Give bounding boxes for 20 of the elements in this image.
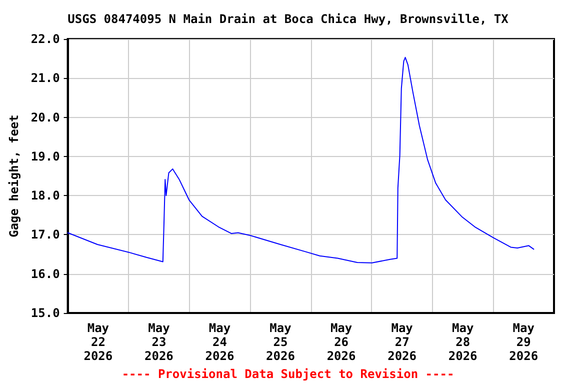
y-tick-label: 19.0	[30, 149, 60, 164]
y-tick-label: 21.0	[30, 71, 60, 86]
x-tick-label: May 27 2026	[388, 321, 417, 363]
y-tick-label: 17.0	[30, 228, 60, 242]
y-tick-label: 18.0	[30, 188, 60, 203]
y-axis-title: Gage height, feet	[7, 114, 21, 238]
x-tick-label: May 28 2026	[448, 321, 478, 363]
x-tick-label: May 24 2026	[205, 321, 234, 363]
y-tick-label: 15.0	[30, 306, 60, 320]
line-series	[67, 56, 534, 264]
chart-title: USGS 08474095 N Main Drain at Boca Chica Hwy, Brownsville, TX	[68, 12, 510, 26]
x-tick-label: May 25 2026	[266, 321, 295, 363]
x-tick-label: May 22 2026	[84, 321, 113, 363]
x-tick-label: May 29 2026	[509, 321, 538, 363]
y-tick-label: 22.0	[30, 32, 60, 46]
y-tick-label: 16.0	[30, 266, 60, 281]
x-tick-label: May 23 2026	[144, 321, 174, 363]
text: ---- Provisional Data Subject to Revision ----	[122, 367, 454, 381]
y-tick-label: 20.0	[30, 110, 60, 124]
x-tick-label: May 26 2026	[326, 321, 356, 363]
